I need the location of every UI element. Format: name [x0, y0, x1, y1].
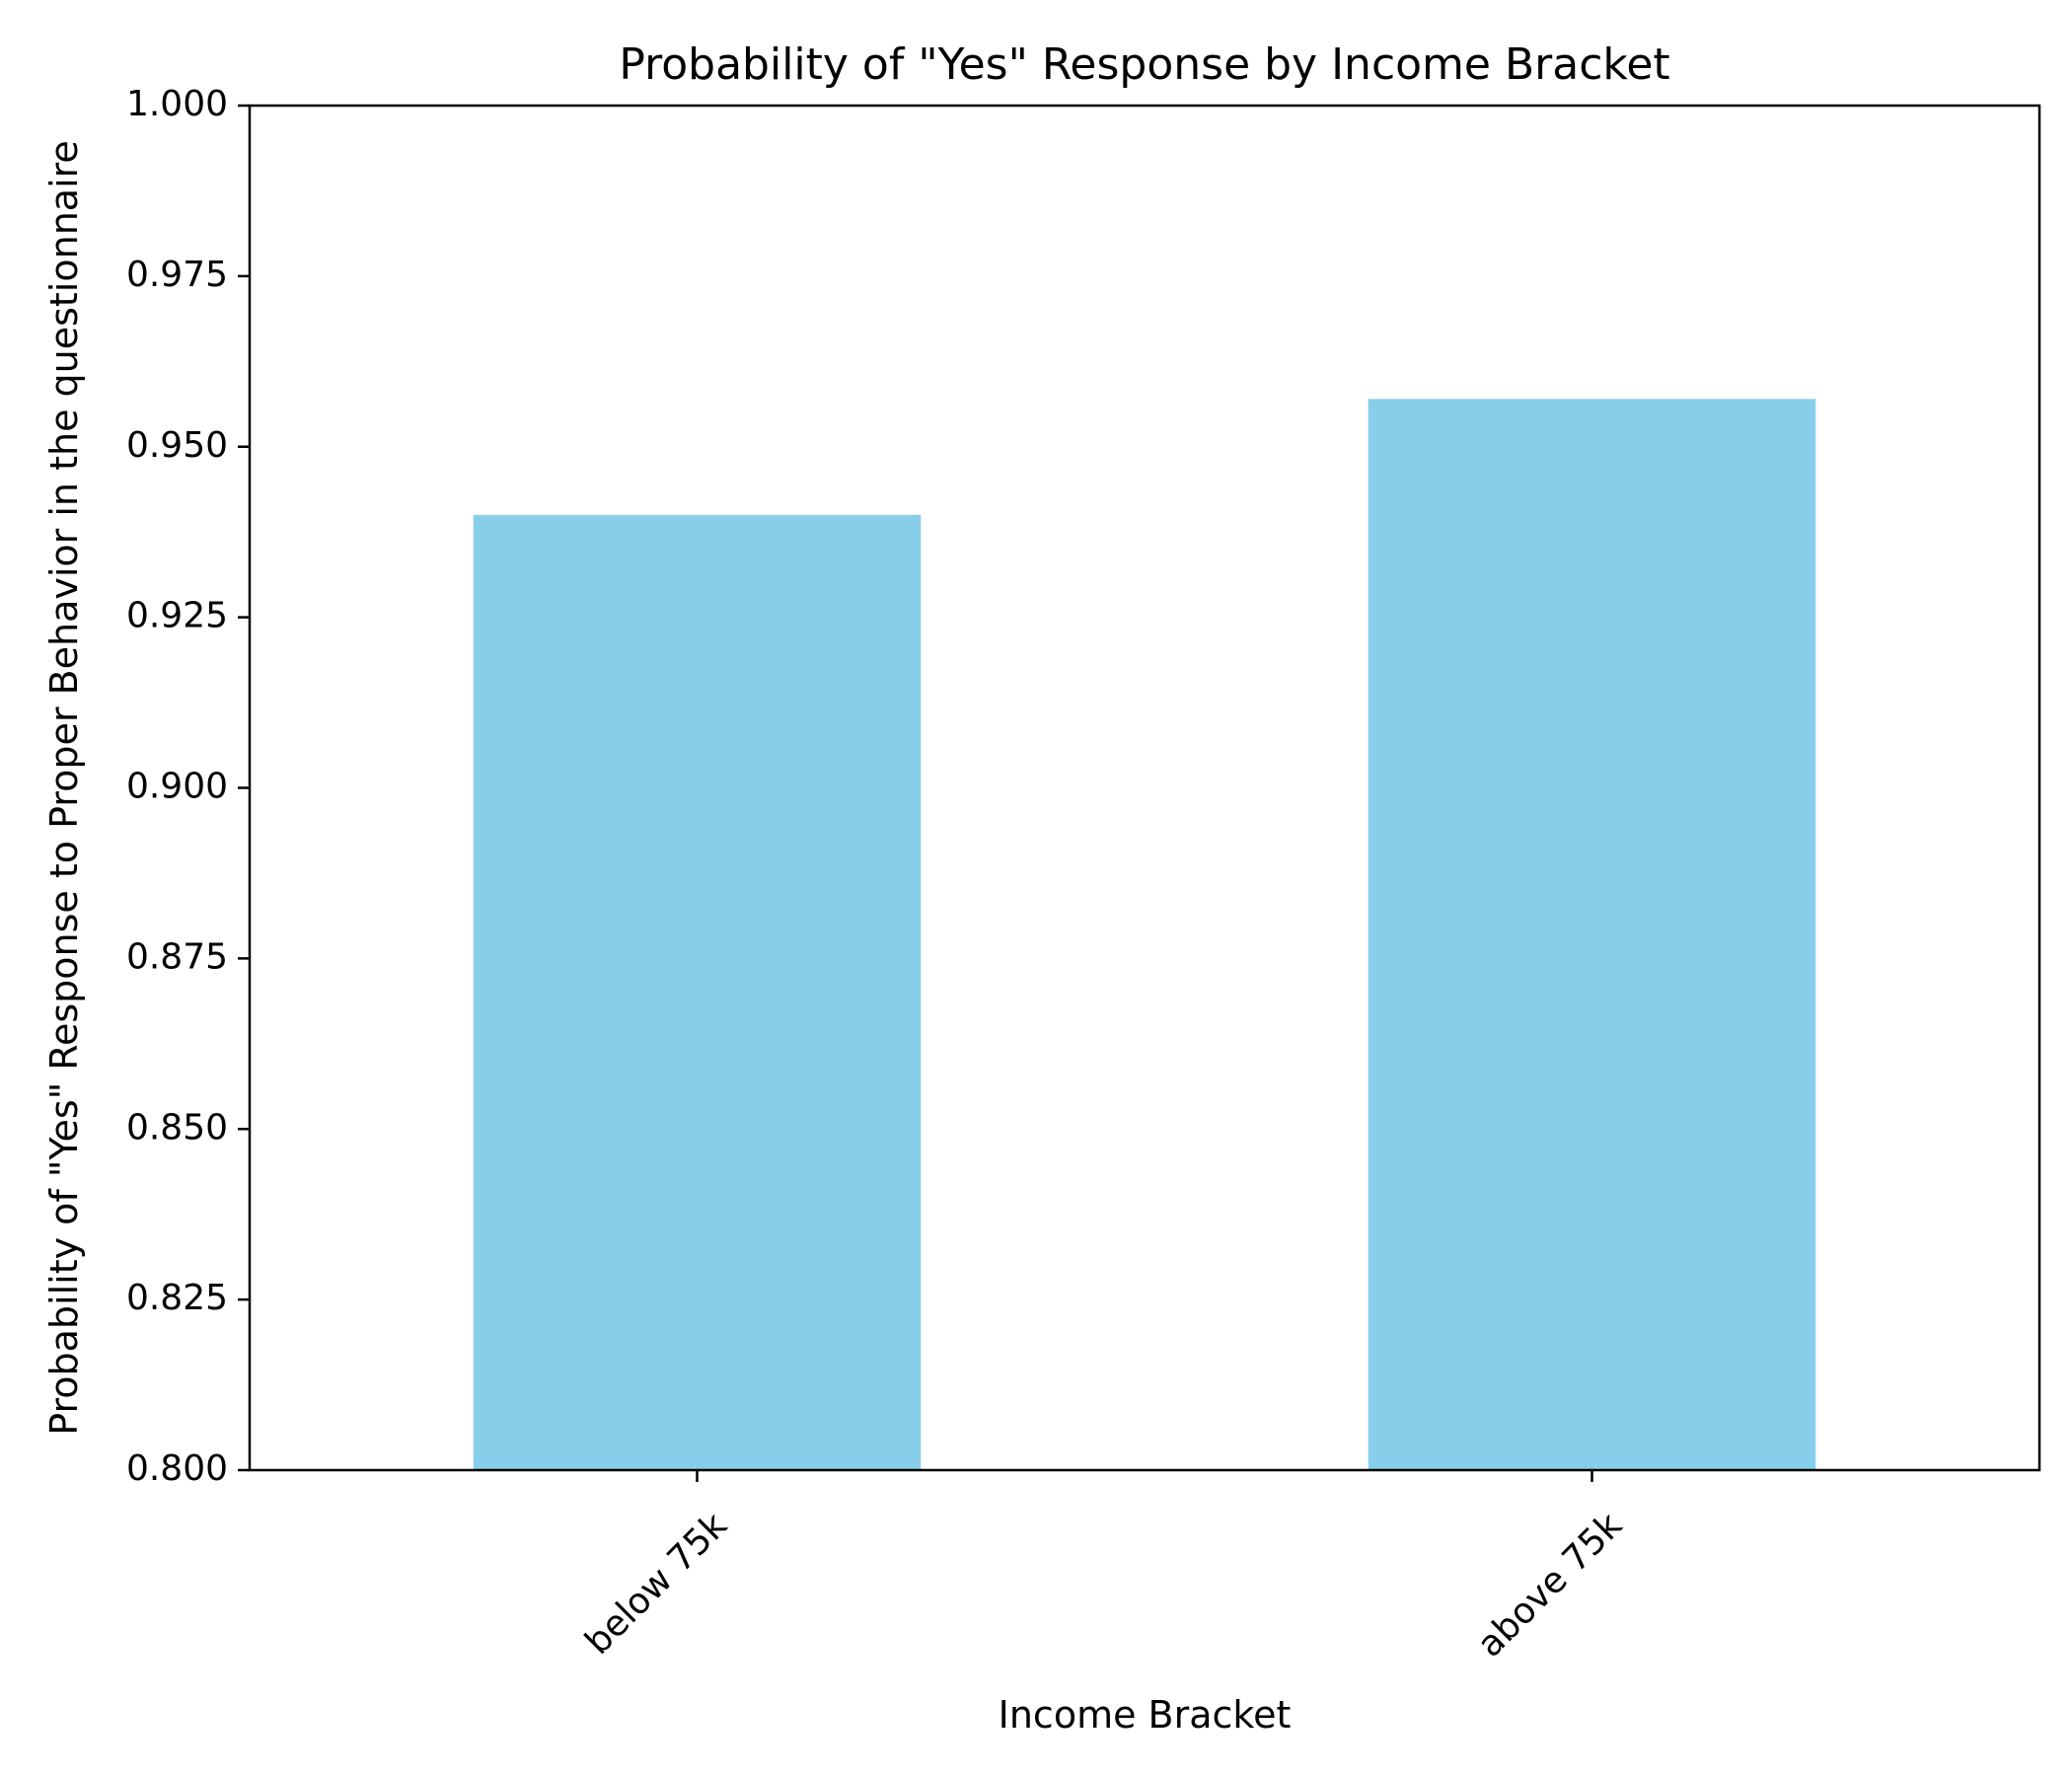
bars [473, 399, 1816, 1471]
y-axis-label: Probability of "Yes" Response to Proper … [42, 140, 86, 1436]
y-tick-label: 0.800 [126, 1448, 228, 1489]
y-tick-label: 0.975 [126, 255, 228, 295]
y-tick-label: 1.000 [126, 84, 228, 124]
x-tick-label: below 75k [577, 1505, 735, 1663]
plot-area-frame [248, 104, 2041, 1472]
y-tick-label: 0.875 [126, 936, 228, 977]
bar-1 [1368, 399, 1816, 1471]
bar-0 [473, 514, 922, 1470]
y-axis-ticks: 0.800 0.825 0.850 0.875 0.900 0.925 0.950 0.975… [126, 84, 250, 1489]
x-axis-label: Income Bracket [999, 1693, 1292, 1737]
y-tick-label: 0.850 [126, 1107, 228, 1147]
x-axis-ticks: below 75k above 75k [577, 1470, 1630, 1665]
y-tick-label: 0.825 [126, 1278, 228, 1318]
y-tick-label: 0.950 [126, 425, 228, 466]
y-tick-label: 0.925 [126, 596, 228, 636]
x-tick-label: above 75k [1470, 1505, 1630, 1665]
y-tick-label: 0.900 [126, 767, 228, 807]
chart-title: Probability of "Yes" Response by Income … [619, 39, 1669, 90]
